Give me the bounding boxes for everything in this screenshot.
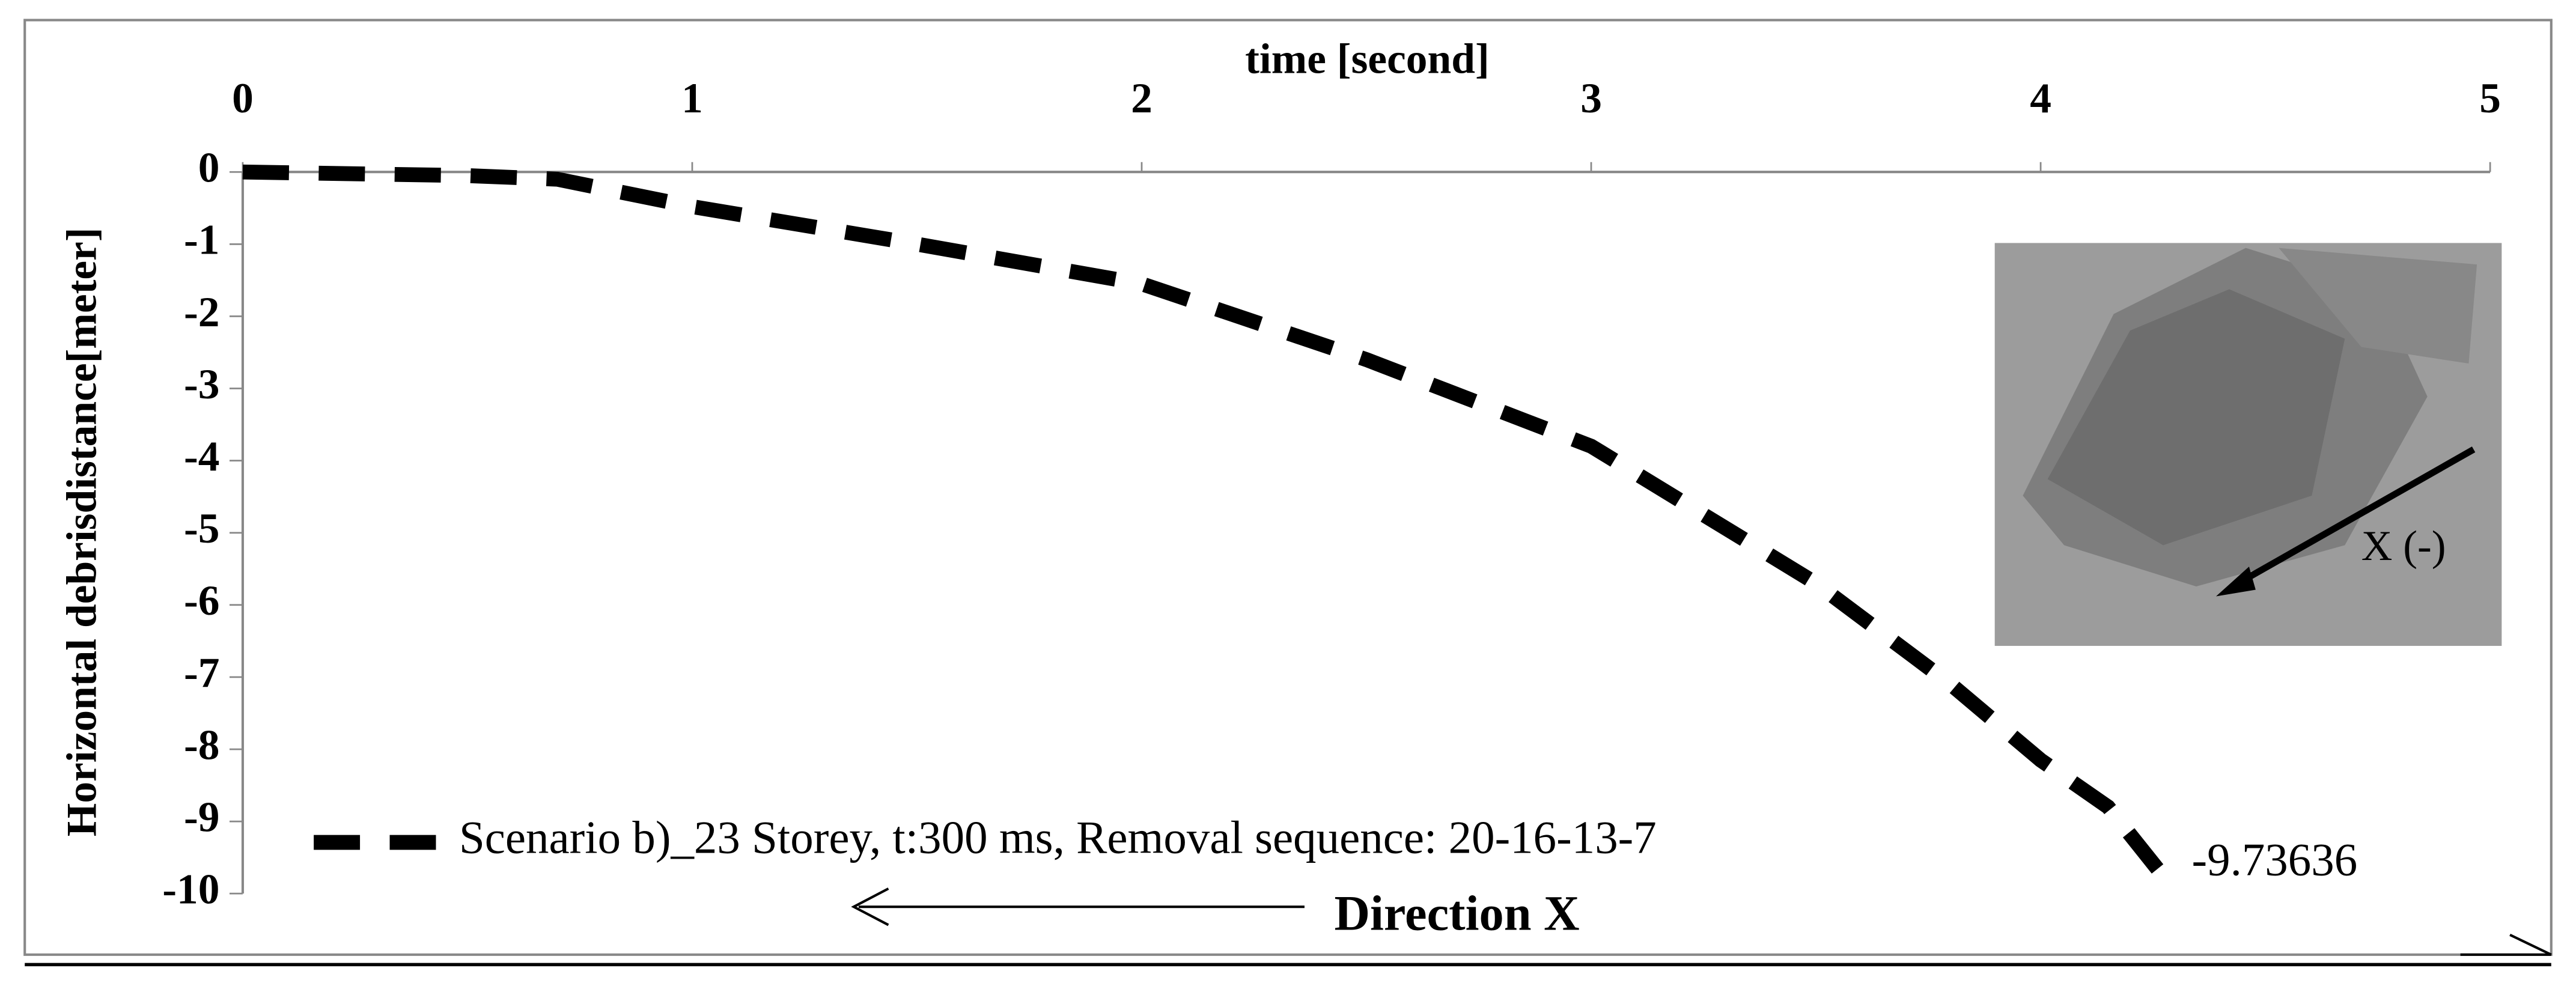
debris-shape bbox=[2279, 248, 2477, 364]
corner-mark bbox=[2509, 934, 2552, 956]
x-tick-label: 2 bbox=[1131, 75, 1153, 122]
y-tick-label: -9 bbox=[184, 793, 220, 841]
x-tick-label: 1 bbox=[681, 75, 703, 122]
y-tick-label: -3 bbox=[184, 361, 220, 408]
debris-shape bbox=[2047, 289, 2345, 546]
y-tick-label: -5 bbox=[184, 505, 220, 552]
y-tick-label: -6 bbox=[184, 577, 220, 624]
direction-label: Direction X bbox=[1334, 886, 1579, 940]
x-tick-label: 0 bbox=[232, 75, 254, 122]
y-tick-label: -8 bbox=[184, 721, 220, 768]
y-tick-label: -4 bbox=[184, 433, 220, 480]
data-line bbox=[242, 164, 2168, 880]
direction-arrowhead bbox=[851, 887, 889, 927]
inset-arrow bbox=[2230, 446, 2476, 589]
y-tick-label: 0 bbox=[198, 144, 220, 192]
x-tick-label: 5 bbox=[2479, 75, 2501, 122]
data-label: -9.73636 bbox=[2192, 834, 2358, 886]
y-tick-label: -10 bbox=[162, 866, 219, 913]
inset-image: X (-) bbox=[1994, 243, 2502, 646]
x-tick-label: 3 bbox=[1580, 75, 1602, 122]
inset-arrowhead bbox=[2215, 567, 2256, 597]
y-tick-label: -7 bbox=[184, 649, 220, 696]
y-tick-label: -2 bbox=[184, 288, 220, 336]
frame bbox=[23, 19, 2553, 956]
y-tick-label: -1 bbox=[184, 216, 220, 264]
x-axis-title: time [second] bbox=[1245, 35, 1490, 82]
legend-label: Scenario b)_23 Storey, t:300 ms, Removal… bbox=[459, 812, 1657, 863]
x-tick-label: 4 bbox=[2030, 75, 2051, 122]
inset-label: X (-) bbox=[2361, 522, 2446, 570]
y-axis-title: Horizontal debrisdistance[meter] bbox=[58, 227, 105, 836]
